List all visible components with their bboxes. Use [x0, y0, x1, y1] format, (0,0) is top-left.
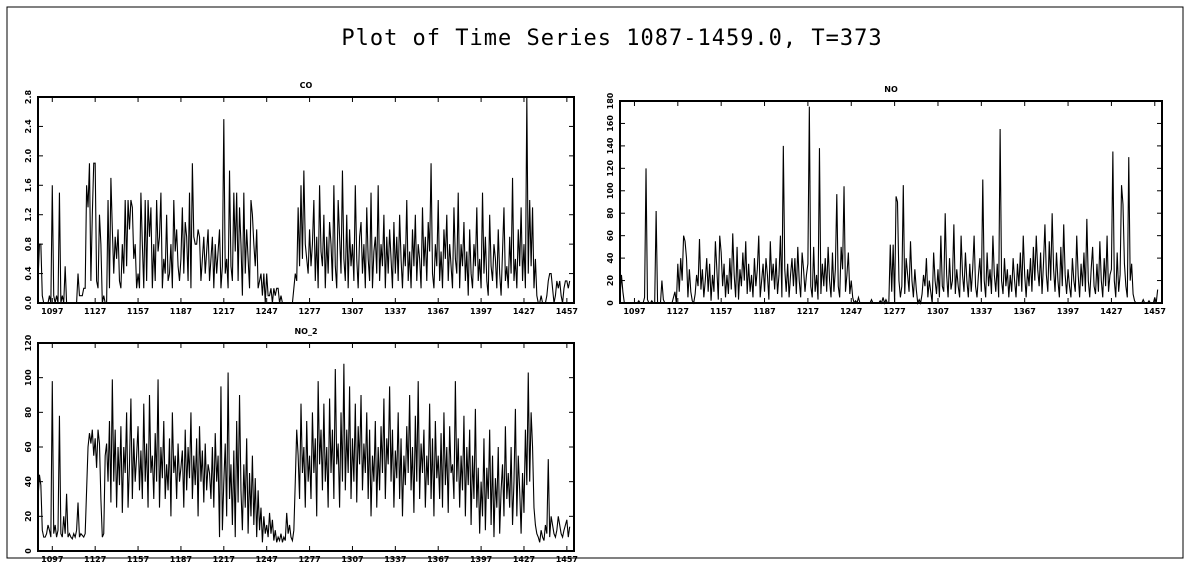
plot-frame	[37, 342, 575, 552]
chart-title: Plot of Time Series 1087-1459.0, T=373	[341, 26, 882, 51]
y-tick-label: 80	[606, 207, 615, 219]
y-tick-label: 40	[24, 476, 33, 488]
x-tick-label: 1187	[170, 307, 192, 316]
plot-frame	[37, 96, 575, 304]
x-tick-label: 1187	[753, 307, 775, 316]
x-tick-label: 1427	[513, 555, 535, 564]
y-tick-label: 100	[24, 369, 33, 386]
x-tick-label: 1097	[623, 307, 645, 316]
y-tick-label: 20	[606, 275, 615, 287]
y-tick-label: 120	[24, 334, 33, 351]
panel-title: CO	[300, 81, 313, 90]
x-tick-label: 1457	[556, 555, 578, 564]
x-tick-label: 1217	[213, 555, 235, 564]
x-tick-label: 1427	[513, 307, 535, 316]
x-tick-label: 1127	[667, 307, 689, 316]
panel-title: NO	[884, 85, 898, 94]
y-tick-label: 40	[606, 252, 615, 264]
x-tick-label: 1247	[256, 555, 278, 564]
x-tick-label: 1457	[1144, 307, 1166, 316]
y-tick-label: 140	[606, 137, 615, 154]
x-tick-label: 1337	[384, 555, 406, 564]
y-tick-label: 0.4	[24, 266, 33, 281]
y-tick-label: 160	[606, 115, 615, 132]
x-tick-label: 1307	[341, 555, 363, 564]
x-tick-label: 1217	[213, 307, 235, 316]
y-tick-label: 1.2	[24, 208, 33, 222]
y-tick-label: 0.8	[24, 237, 33, 252]
y-tick-label: 60	[24, 441, 33, 453]
x-tick-label: 1397	[1057, 307, 1079, 316]
x-tick-label: 1217	[797, 307, 819, 316]
y-tick-label: 80	[24, 406, 33, 418]
series-line	[37, 363, 571, 543]
x-tick-label: 1097	[41, 555, 63, 564]
x-tick-label: 1157	[710, 307, 732, 316]
x-tick-label: 1337	[970, 307, 992, 316]
x-tick-label: 1187	[170, 555, 192, 564]
x-tick-label: 1127	[84, 555, 106, 564]
x-tick-label: 1247	[256, 307, 278, 316]
x-tick-label: 1277	[298, 307, 320, 316]
y-tick-label: 180	[606, 92, 615, 109]
y-tick-label: 1.6	[24, 178, 33, 193]
x-tick-label: 1277	[883, 307, 905, 316]
plot-frame	[619, 100, 1163, 304]
y-tick-label: 20	[24, 510, 33, 522]
y-tick-label: 100	[606, 182, 615, 199]
x-tick-label: 1367	[427, 555, 449, 564]
y-tick-label: 120	[606, 160, 615, 177]
x-tick-label: 1307	[341, 307, 363, 316]
y-tick-label: 2.8	[24, 89, 33, 104]
panel-title: NO_2	[294, 327, 317, 336]
x-tick-label: 1307	[927, 307, 949, 316]
x-tick-label: 1247	[840, 307, 862, 316]
x-tick-label: 1097	[41, 307, 63, 316]
x-tick-label: 1337	[384, 307, 406, 316]
series-line	[619, 106, 1159, 306]
x-tick-label: 1427	[1100, 307, 1122, 316]
y-tick-label: 2.4	[24, 119, 33, 134]
page-frame	[6, 6, 1184, 559]
y-tick-label: 2.0	[24, 148, 33, 163]
y-tick-label: 0.0	[24, 295, 33, 310]
x-tick-label: 1157	[127, 307, 149, 316]
x-tick-label: 1367	[1014, 307, 1036, 316]
x-tick-label: 1397	[470, 555, 492, 564]
x-tick-label: 1277	[298, 555, 320, 564]
x-tick-label: 1397	[470, 307, 492, 316]
y-tick-label: 60	[606, 230, 615, 242]
x-tick-label: 1127	[84, 307, 106, 316]
y-tick-label: 0	[24, 548, 33, 554]
y-tick-label: 0	[606, 300, 615, 306]
x-tick-label: 1367	[427, 307, 449, 316]
x-tick-label: 1457	[556, 307, 578, 316]
series-line	[37, 96, 571, 304]
x-tick-label: 1157	[127, 555, 149, 564]
